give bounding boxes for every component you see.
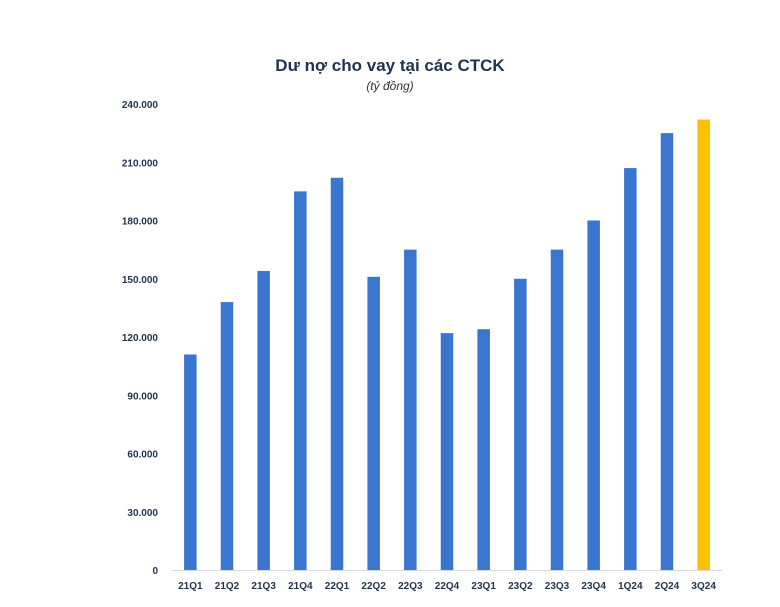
chart-subtitle: (tỷ đồng): [366, 79, 414, 93]
x-tick-label: 23Q2: [508, 581, 533, 592]
y-tick-label: 210.000: [122, 158, 159, 169]
bar-22Q3: [404, 249, 417, 570]
y-tick-label: 90.000: [127, 391, 158, 402]
x-tick-label: 2Q24: [655, 581, 680, 592]
bar-23Q3: [550, 249, 564, 570]
x-tick-label: 1Q24: [618, 581, 643, 592]
x-tick-label: 23Q4: [581, 581, 606, 592]
x-tick-label: 22Q3: [398, 581, 423, 592]
bar-21Q3: [257, 270, 270, 570]
x-axis: 21Q1 21Q2 21Q3 21Q4 22Q1 22Q2 22Q3 22Q4 23Q1 23Q2…: [178, 581, 716, 592]
bars: [184, 119, 710, 571]
x-tick-label: 22Q1: [325, 581, 350, 592]
y-tick-label: 240.000: [122, 100, 159, 111]
y-axis: 0 30.000 60.000 90.000 120.000 150.000 180.000…: [122, 100, 159, 577]
chart-title: Dư nợ cho vay tại các CTCK: [275, 56, 505, 75]
bar-3Q24: [697, 119, 710, 571]
bar-21Q2: [220, 302, 234, 570]
bar-23Q4: [587, 220, 600, 570]
y-tick-label: 180.000: [122, 217, 159, 228]
bar-22Q4: [440, 333, 454, 570]
x-tick-label: 21Q1: [178, 581, 203, 592]
x-tick-label: 21Q2: [215, 581, 240, 592]
bar-22Q2: [367, 276, 380, 570]
y-tick-label: 150.000: [122, 275, 159, 286]
x-tick-label: 23Q1: [471, 581, 496, 592]
x-tick-label: 22Q4: [435, 581, 460, 592]
bar-21Q1: [184, 354, 197, 570]
x-tick-label: 3Q24: [691, 581, 716, 592]
y-tick-label: 30.000: [127, 508, 158, 519]
bar-22Q1: [330, 177, 344, 571]
bar-1Q24: [624, 168, 637, 570]
bar-23Q2: [514, 278, 527, 570]
x-tick-label: 21Q4: [288, 581, 313, 592]
y-tick-label: 120.000: [122, 333, 159, 344]
bar-23Q1: [477, 329, 490, 570]
y-tick-label: 0: [152, 566, 158, 577]
bar-2Q24: [660, 133, 674, 570]
bar-21Q4: [294, 191, 307, 570]
x-tick-label: 22Q2: [361, 581, 386, 592]
x-tick-label: 23Q3: [545, 581, 570, 592]
y-tick-label: 60.000: [127, 450, 158, 461]
x-tick-label: 21Q3: [251, 581, 276, 592]
